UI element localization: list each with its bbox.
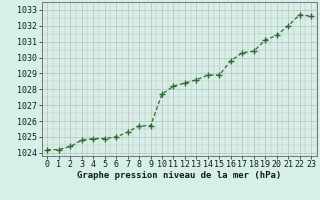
X-axis label: Graphe pression niveau de la mer (hPa): Graphe pression niveau de la mer (hPa): [77, 171, 281, 180]
